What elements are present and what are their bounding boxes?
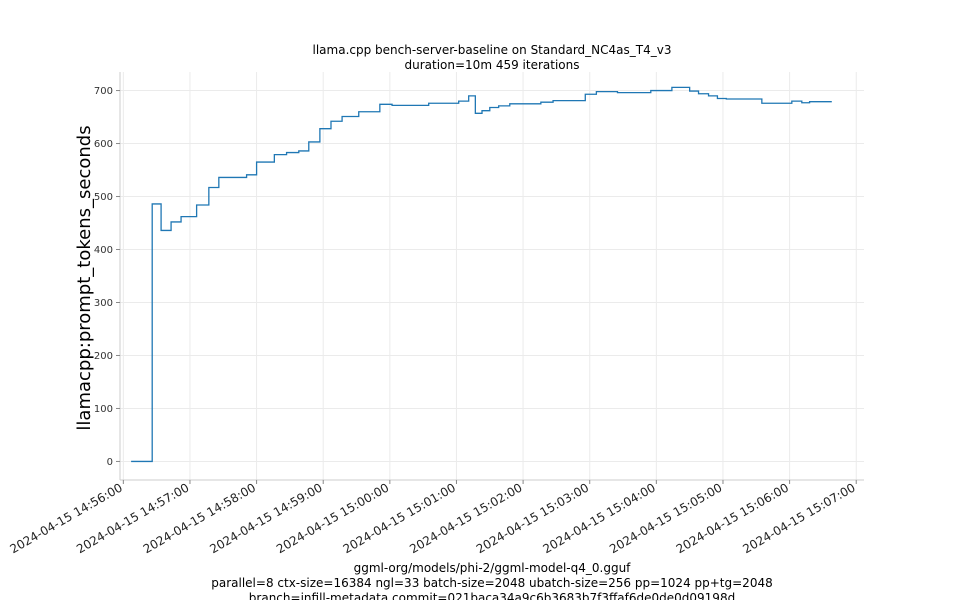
x-axis-label-params: parallel=8 ctx-size=16384 ngl=33 batch-s… [211, 576, 772, 590]
y-tick-label: 300 [94, 298, 113, 309]
chart-subtitle: duration=10m 459 iterations [405, 58, 580, 72]
y-tick-label: 600 [94, 139, 113, 150]
grid-lines [120, 72, 864, 480]
y-axis-label: llamacpp:prompt_tokens_seconds [74, 125, 95, 430]
x-axis-label-branch: branch=infill-metadata commit=021baca34a… [249, 591, 735, 600]
y-tick-label: 500 [94, 192, 113, 203]
y-tick-label: 100 [94, 404, 113, 415]
y-tick-label: 0 [107, 457, 113, 468]
y-tick-label: 400 [94, 245, 113, 256]
y-tick-label: 700 [94, 86, 113, 97]
y-axis-ticks: 0 100 200 300 400 500 600 700 [94, 86, 120, 468]
chart-title: llama.cpp bench-server-baseline on Stand… [313, 43, 672, 57]
series-line-prompt-tokens-seconds [131, 86, 832, 463]
x-axis-label-model: ggml-org/models/phi-2/ggml-model-q4_0.gg… [354, 561, 632, 575]
y-tick-label: 200 [94, 351, 113, 362]
